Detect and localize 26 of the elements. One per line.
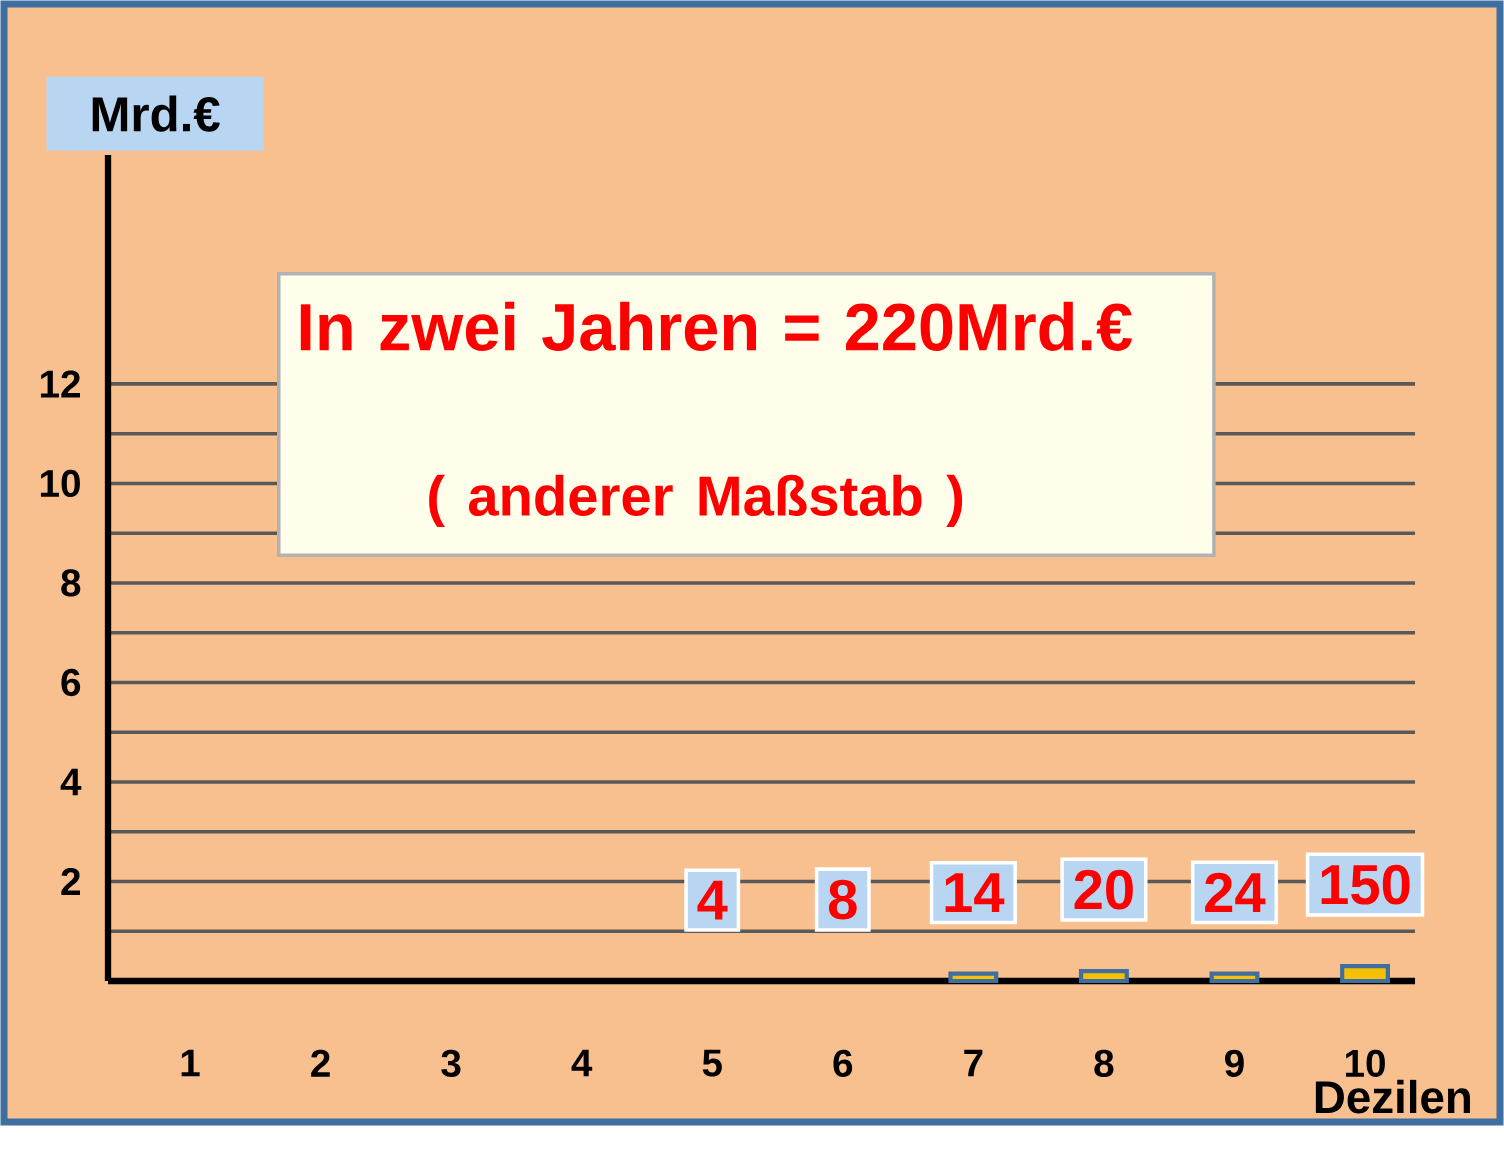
- y-axis-title: Mrd.€: [92, 95, 220, 132]
- y-tick-label: 2: [61, 868, 80, 895]
- x-tick-label: 4: [571, 1049, 593, 1077]
- x-tick-label: 2: [311, 1049, 330, 1077]
- annotation: 14: [945, 873, 1005, 913]
- y-tick-label: 4: [60, 768, 82, 796]
- annotation: ( anderer Maßstab ): [429, 474, 963, 528]
- x-tick-label: 1: [181, 1049, 200, 1077]
- x-tick-label: 9: [1225, 1049, 1244, 1078]
- x-tick-label: 8: [1094, 1049, 1114, 1078]
- x-tick-label: 5: [702, 1049, 722, 1077]
- x-tick-label: 10: [1345, 1049, 1385, 1078]
- annotation: 20: [1074, 869, 1133, 910]
- y-tick-label: 8: [61, 569, 81, 597]
- x-tick-label: 7: [964, 1049, 983, 1077]
- annotation: 4: [697, 880, 728, 920]
- annotation: 8: [828, 879, 857, 920]
- annotation: In zwei Jahren = 220Mrd.€: [300, 301, 1132, 351]
- y-tick-label: 10: [40, 469, 80, 498]
- x-tick-label: 3: [441, 1049, 461, 1078]
- x-axis-title: Dezilen: [1315, 1079, 1470, 1114]
- y-tick-label: 6: [61, 668, 81, 697]
- annotation: 150: [1321, 864, 1410, 905]
- y-tick-label: 12: [40, 370, 80, 398]
- annotation: 24: [1205, 872, 1266, 913]
- x-tick-label: 6: [833, 1049, 853, 1078]
